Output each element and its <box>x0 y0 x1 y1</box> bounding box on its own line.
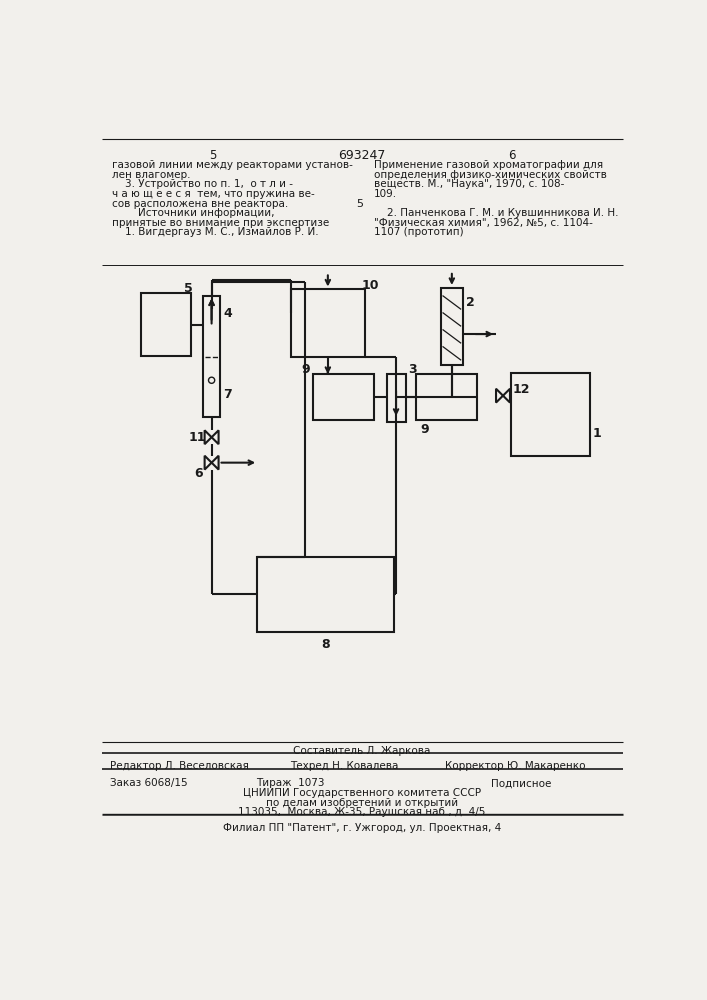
Text: 5: 5 <box>356 199 363 209</box>
Text: Источники информации,: Источники информации, <box>112 208 274 218</box>
Text: Составитель Л. Жаркова: Составитель Л. Жаркова <box>293 746 431 756</box>
Bar <box>291 289 365 357</box>
Text: 2: 2 <box>466 296 474 309</box>
Text: 5: 5 <box>209 149 216 162</box>
Text: принятые во внимание при экспертизе: принятые во внимание при экспертизе <box>112 218 329 228</box>
Text: 113035,  Москва, Ж-35, Раушская наб., д. 4/5: 113035, Москва, Ж-35, Раушская наб., д. … <box>238 807 486 817</box>
Text: 11: 11 <box>188 431 206 444</box>
Text: 3. Устройство по п. 1,  о т л и -: 3. Устройство по п. 1, о т л и - <box>112 179 293 189</box>
Text: определения физико-химических свойств: определения физико-химических свойств <box>373 170 607 180</box>
Text: ч а ю щ е е с я  тем, что пружина ве-: ч а ю щ е е с я тем, что пружина ве- <box>112 189 315 199</box>
Bar <box>387 374 406 422</box>
Text: Корректор Ю. Макаренко: Корректор Ю. Макаренко <box>445 761 585 771</box>
Text: сов расположена вне реактора.: сов расположена вне реактора. <box>112 199 288 209</box>
Text: 7: 7 <box>223 388 232 401</box>
Text: 1107 (прототип): 1107 (прототип) <box>373 227 463 237</box>
Text: 109.: 109. <box>373 189 397 199</box>
Bar <box>510 373 590 456</box>
Text: Редактор Л. Веселовская: Редактор Л. Веселовская <box>110 761 249 771</box>
Bar <box>441 288 462 365</box>
Text: 1. Вигдергауз М. С., Измайлов Р. И.: 1. Вигдергауз М. С., Измайлов Р. И. <box>112 227 318 237</box>
Bar <box>257 557 394 632</box>
Text: 1: 1 <box>593 427 602 440</box>
Text: "Физическая химия", 1962, №5, с. 1104-: "Физическая химия", 1962, №5, с. 1104- <box>373 218 592 228</box>
Text: 6: 6 <box>508 149 516 162</box>
Bar <box>313 374 373 420</box>
Text: 9: 9 <box>301 363 310 376</box>
Text: веществ. М., "Наука", 1970, с. 108-: веществ. М., "Наука", 1970, с. 108- <box>373 179 564 189</box>
Text: Применение газовой хроматографии для: Применение газовой хроматографии для <box>373 160 602 170</box>
Text: лен влагомер.: лен влагомер. <box>112 170 190 180</box>
Text: 5: 5 <box>184 282 192 295</box>
Text: газовой линии между реакторами установ-: газовой линии между реакторами установ- <box>112 160 353 170</box>
Text: 6: 6 <box>194 467 203 480</box>
Text: Заказ 6068/15: Заказ 6068/15 <box>110 778 187 788</box>
Bar <box>203 296 220 417</box>
Text: Подписное: Подписное <box>491 778 551 788</box>
Text: 4: 4 <box>223 307 232 320</box>
Text: 9: 9 <box>420 423 428 436</box>
Bar <box>416 374 477 420</box>
Text: 2. Панченкова Г. М. и Кувшинникова И. Н.: 2. Панченкова Г. М. и Кувшинникова И. Н. <box>373 208 618 218</box>
Text: Техред Н. Ковалева: Техред Н. Ковалева <box>290 761 398 771</box>
Text: 8: 8 <box>321 638 330 651</box>
Text: по делам изобретений и открытий: по делам изобретений и открытий <box>266 798 458 808</box>
Text: Филиал ПП "Патент", г. Ужгород, ул. Проектная, 4: Филиал ПП "Патент", г. Ужгород, ул. Прое… <box>223 823 501 833</box>
Text: Тираж  1073: Тираж 1073 <box>256 778 324 788</box>
Text: 10: 10 <box>361 279 379 292</box>
Bar <box>141 293 192 356</box>
Text: ЦНИИПИ Государственного комитета СССР: ЦНИИПИ Государственного комитета СССР <box>243 788 481 798</box>
Text: 693247: 693247 <box>338 149 385 162</box>
Text: 12: 12 <box>513 383 530 396</box>
Text: 3: 3 <box>409 363 417 376</box>
